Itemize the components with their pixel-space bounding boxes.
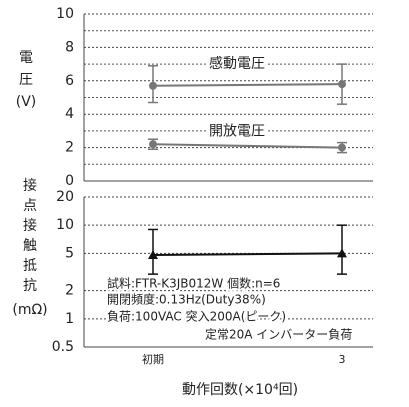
x-tick-label: 初期 bbox=[142, 352, 164, 366]
y-axis-label: 接 bbox=[23, 217, 37, 234]
y-tick-label: 1 bbox=[65, 311, 74, 327]
y-axis-label: 電 bbox=[19, 50, 33, 66]
x-axis-label: 動作回数(×10⁴回) bbox=[182, 382, 298, 398]
marker bbox=[149, 81, 157, 90]
y-axis-label: 抗 bbox=[23, 278, 37, 294]
y-tick-label: 2 bbox=[65, 140, 74, 156]
y-axis-label: (V) bbox=[16, 94, 37, 110]
annotation: 負荷:100VAC 突入200A(ピーク) bbox=[107, 309, 286, 324]
y-tick-label: 0.5 bbox=[52, 339, 74, 355]
y-tick-label: 8 bbox=[65, 39, 74, 55]
annotation: 開閉頻度:0.13Hz(Duty38%) bbox=[107, 292, 266, 307]
series-line bbox=[152, 83, 343, 87]
annotation: 試料:FTR-K3JB012W 個数:n=6 bbox=[107, 276, 280, 291]
y-tick-label: 10 bbox=[56, 217, 74, 233]
y-axis-label: 接 bbox=[23, 177, 37, 194]
marker bbox=[337, 248, 347, 258]
y-tick-label: 10 bbox=[56, 6, 74, 22]
marker bbox=[148, 250, 158, 260]
y-tick-label: 5 bbox=[65, 245, 74, 261]
series-label: 開放電圧 bbox=[209, 123, 265, 139]
y-tick-label: 6 bbox=[65, 73, 74, 89]
y-axis-label: 圧 bbox=[19, 72, 33, 88]
y-tick-label: 0 bbox=[65, 173, 74, 189]
marker bbox=[149, 140, 157, 149]
y-axis-label: 点 bbox=[23, 198, 37, 214]
y-tick-label: 20 bbox=[56, 189, 74, 205]
y-axis-label: 抵 bbox=[23, 258, 37, 274]
series-label: 感動電圧 bbox=[209, 55, 265, 72]
series-line bbox=[152, 143, 343, 149]
x-tick-label: 3 bbox=[339, 353, 346, 366]
annotation: 定常20A インバーター負荷 bbox=[205, 327, 352, 342]
marker bbox=[338, 143, 346, 152]
y-tick-label: 4 bbox=[65, 106, 74, 122]
y-axis-label: (mΩ) bbox=[12, 302, 47, 318]
y-axis-label: 触 bbox=[23, 238, 37, 254]
series-line bbox=[152, 252, 343, 257]
marker bbox=[338, 80, 346, 89]
y-tick-label: 2 bbox=[65, 283, 74, 299]
